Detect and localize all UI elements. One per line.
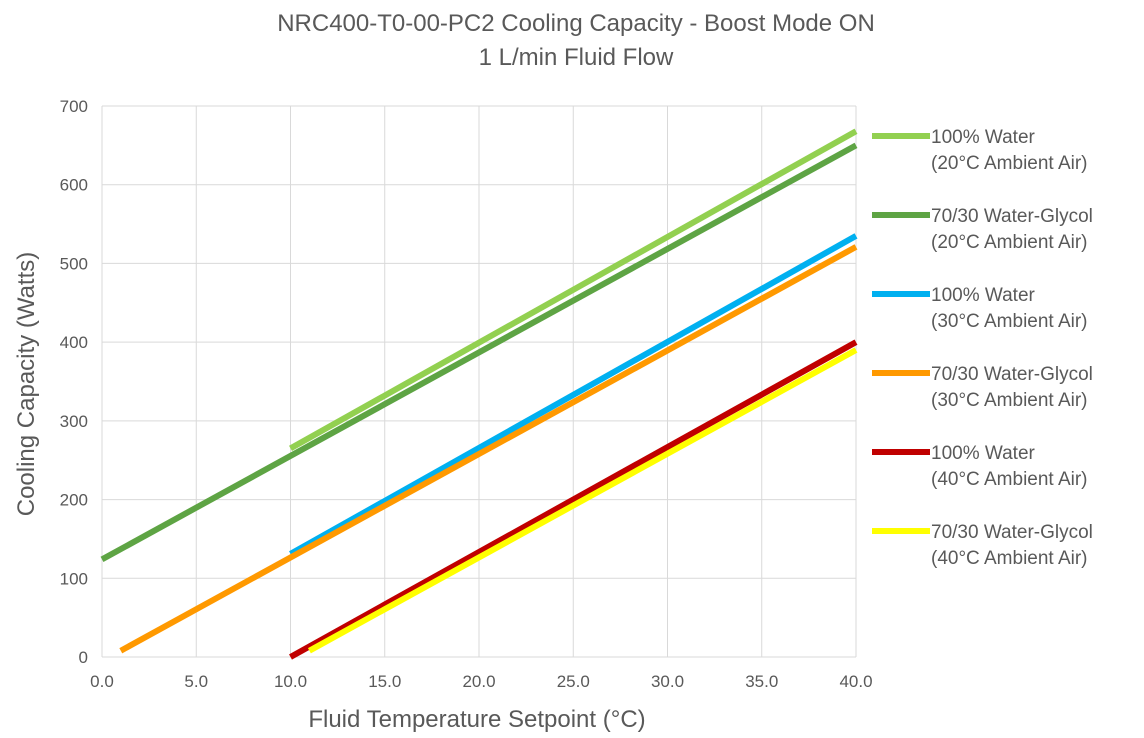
x-tick-label: 5.0 bbox=[184, 672, 208, 691]
legend-label: 100% Water bbox=[931, 127, 1036, 148]
y-tick-label: 700 bbox=[60, 97, 88, 116]
series-line-4 bbox=[119, 244, 858, 654]
y-tick-label: 100 bbox=[60, 569, 88, 588]
legend-label-sub: (40°C Ambient Air) bbox=[931, 548, 1088, 569]
legend-item: 100% Water (30°C Ambient Air) bbox=[872, 285, 1088, 332]
series-line-6 bbox=[307, 347, 858, 654]
series-line-2 bbox=[100, 142, 858, 563]
y-tick-label: 0 bbox=[79, 648, 88, 667]
legend-label-sub: (40°C Ambient Air) bbox=[931, 469, 1088, 490]
x-tick-label: 20.0 bbox=[462, 672, 495, 691]
legend-item: 100% Water (40°C Ambient Air) bbox=[872, 443, 1088, 490]
legend-label-sub: (30°C Ambient Air) bbox=[931, 390, 1088, 411]
legend-label-sub: (30°C Ambient Air) bbox=[931, 311, 1088, 332]
x-tick-labels: 0.0 5.0 10.0 15.0 20.0 25.0 30.0 35.0 40.0 bbox=[90, 672, 872, 691]
y-tick-label: 300 bbox=[60, 412, 88, 431]
series-line-5 bbox=[289, 339, 858, 660]
y-tick-label: 200 bbox=[60, 491, 88, 510]
x-tick-label: 35.0 bbox=[745, 672, 778, 691]
legend-label: 70/30 Water-Glycol bbox=[931, 364, 1093, 385]
x-tick-label: 25.0 bbox=[557, 672, 590, 691]
y-tick-label: 400 bbox=[60, 333, 88, 352]
x-tick-label: 10.0 bbox=[274, 672, 307, 691]
gridlines bbox=[101, 105, 857, 658]
legend-item: 70/30 Water-Glycol (20°C Ambient Air) bbox=[872, 206, 1093, 253]
legend-label: 70/30 Water-Glycol bbox=[931, 206, 1093, 227]
series-lines bbox=[100, 128, 858, 660]
x-tick-label: 15.0 bbox=[368, 672, 401, 691]
y-axis-title: Cooling Capacity (Watts) bbox=[13, 252, 40, 517]
y-tick-labels: 0 100 200 300 400 500 600 700 bbox=[60, 97, 88, 667]
chart-title: NRC400-T0-00-PC2 Cooling Capacity - Boos… bbox=[277, 10, 875, 37]
legend-item: 100% Water (20°C Ambient Air) bbox=[872, 127, 1088, 174]
legend-item: 70/30 Water-Glycol (40°C Ambient Air) bbox=[872, 522, 1093, 569]
x-tick-label: 30.0 bbox=[651, 672, 684, 691]
legend-label-sub: (20°C Ambient Air) bbox=[931, 153, 1088, 174]
series-line-3 bbox=[289, 233, 858, 557]
y-tick-label: 600 bbox=[60, 176, 88, 195]
x-axis-title: Fluid Temperature Setpoint (°C) bbox=[308, 706, 645, 733]
legend: 100% Water(20°C Ambient Air)70/30 Water-… bbox=[872, 127, 1093, 569]
legend-label: 100% Water bbox=[931, 443, 1036, 464]
legend-item: 70/30 Water-Glycol (30°C Ambient Air) bbox=[872, 364, 1093, 411]
y-tick-label: 500 bbox=[60, 254, 88, 273]
series-line-1 bbox=[289, 128, 858, 452]
x-tick-label: 0.0 bbox=[90, 672, 114, 691]
legend-label-sub: (20°C Ambient Air) bbox=[931, 232, 1088, 253]
legend-label: 70/30 Water-Glycol bbox=[931, 522, 1093, 543]
chart-subtitle: 1 L/min Fluid Flow bbox=[479, 44, 674, 71]
x-tick-label: 40.0 bbox=[839, 672, 872, 691]
legend-label: 100% Water bbox=[931, 285, 1036, 306]
